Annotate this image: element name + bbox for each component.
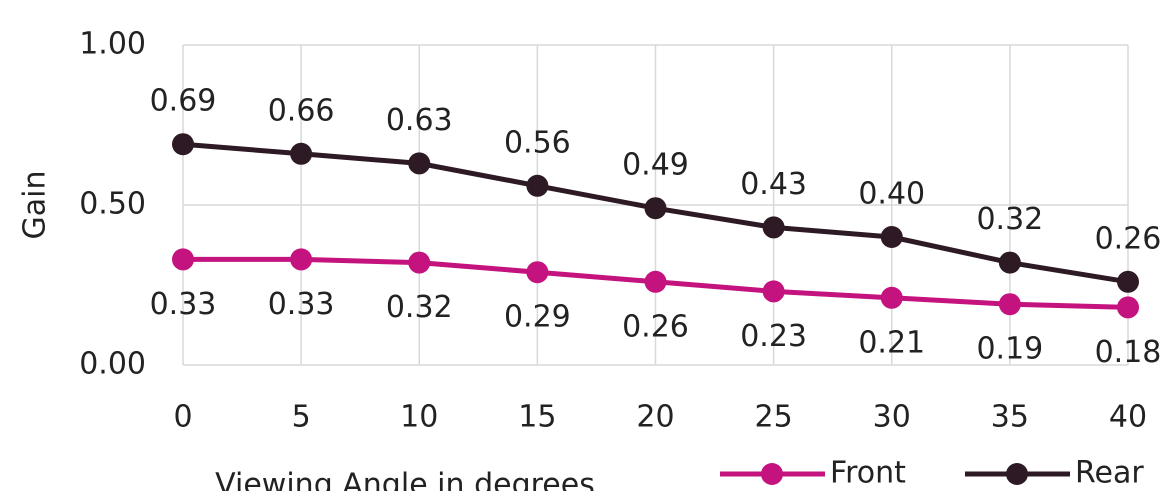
data-point	[644, 197, 667, 220]
legend-label: Rear	[1075, 456, 1144, 491]
data-label: 0.43	[740, 167, 807, 202]
data-label: 0.69	[150, 84, 217, 119]
data-label: 0.33	[268, 287, 335, 322]
data-point	[172, 248, 194, 271]
data-label: 0.33	[150, 287, 217, 322]
legend-label: Front	[830, 456, 906, 491]
x-tick-label: 25	[755, 400, 793, 435]
data-point	[526, 174, 549, 197]
data-label: 0.49	[622, 148, 689, 183]
legend-marker	[1006, 463, 1028, 485]
data-label: 0.32	[976, 202, 1043, 237]
x-tick-label: 5	[292, 400, 311, 435]
x-tick-label: 30	[873, 400, 911, 435]
x-axis-label: Viewing Angle in degrees	[215, 468, 595, 491]
data-label: 0.66	[268, 93, 335, 128]
data-label: 0.18	[1095, 335, 1162, 370]
data-point	[880, 226, 903, 248]
data-label: 0.63	[386, 103, 453, 138]
legend-marker	[761, 463, 783, 485]
y-tick-label: 1.00	[79, 27, 146, 62]
data-point	[998, 293, 1021, 316]
x-tick-label: 10	[400, 400, 438, 435]
data-label: 0.56	[504, 125, 571, 160]
data-label: 0.19	[976, 332, 1043, 367]
data-point	[998, 251, 1021, 274]
x-tick-label: 0	[173, 400, 192, 435]
x-tick-label: 35	[991, 400, 1029, 435]
y-tick-label: 0.50	[79, 187, 146, 222]
data-point	[762, 216, 785, 239]
x-tick-label: 40	[1109, 400, 1147, 435]
data-label: 0.23	[740, 319, 807, 354]
data-point	[644, 270, 667, 293]
data-point	[880, 286, 903, 309]
data-point	[1117, 296, 1139, 319]
data-label: 0.40	[858, 177, 925, 212]
data-label: 0.32	[386, 290, 453, 325]
data-label: 0.21	[858, 325, 925, 360]
data-point	[172, 133, 194, 156]
data-point	[762, 280, 785, 303]
data-point	[290, 248, 313, 271]
y-tick-label: 0.00	[79, 347, 146, 382]
y-axis-label: Gain	[18, 171, 53, 240]
x-tick-label: 15	[518, 400, 556, 435]
data-label: 0.26	[622, 309, 689, 344]
x-tick-label: 20	[636, 400, 674, 435]
data-point	[408, 251, 431, 274]
data-point	[290, 142, 313, 165]
data-point	[408, 152, 431, 175]
data-point	[526, 261, 549, 284]
data-label: 0.26	[1095, 221, 1162, 256]
data-label: 0.29	[504, 300, 571, 335]
data-point	[1117, 270, 1139, 293]
